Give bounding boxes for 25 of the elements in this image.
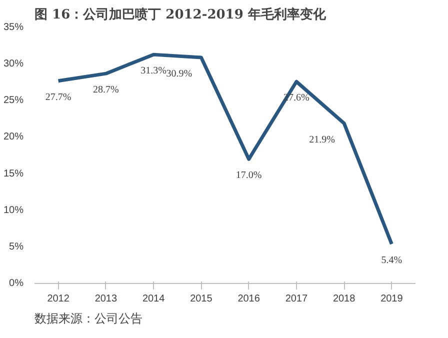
y-tick-label: 20% <box>3 132 24 143</box>
text: 30.9% <box>166 68 192 80</box>
text: 17.0% <box>236 170 262 182</box>
x-tick-label: 2019 <box>380 294 404 304</box>
text: 31.3% <box>140 66 166 77</box>
text: 5.4% <box>381 255 402 266</box>
chart-title: 图 16：公司加巴喷丁 2012-2019 年毛利率变化 <box>34 6 327 22</box>
text: 27.7% <box>45 92 72 103</box>
y-tick-label: 25% <box>3 95 24 106</box>
y-tick-label: 0% <box>9 278 24 289</box>
x-tick-label: 2018 <box>332 294 356 304</box>
x-tick-label: 2017 <box>285 294 308 304</box>
x-tick-label: 2012 <box>47 294 70 304</box>
x-tick-label: 2013 <box>94 294 118 304</box>
x-tick-label: 2014 <box>142 294 166 304</box>
y-tick-label: 15% <box>3 168 24 180</box>
x-tick-label: 2015 <box>190 294 213 304</box>
y-tick-label: 5% <box>9 241 24 252</box>
x-tick-label: 2016 <box>238 294 260 304</box>
y-tick-label: 35% <box>3 22 24 33</box>
text: 21.9% <box>309 134 335 146</box>
y-tick-label: 10% <box>3 204 24 216</box>
y-tick-label: 30% <box>3 58 24 70</box>
source-note: 数据来源：公司公告 <box>34 312 142 326</box>
text: 28.7% <box>93 84 119 96</box>
